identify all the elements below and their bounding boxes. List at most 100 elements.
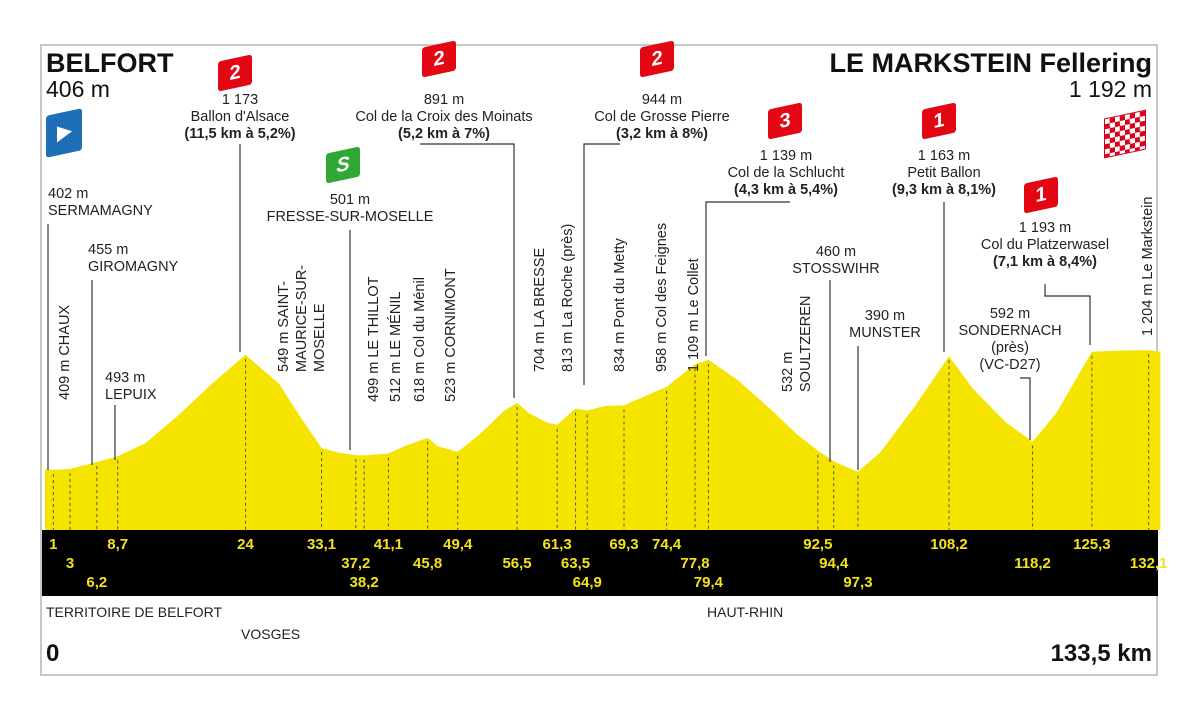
km-marker: 33,1 xyxy=(306,536,337,553)
climb-altitude: 1 163 m xyxy=(917,148,971,164)
climb-label: 1 193 m Col du Platzerwasel (7,1 km à 8,4%… xyxy=(981,220,1109,271)
climb-label: 1 163 m Petit Ballon (9,3 km à 8,1%) xyxy=(892,148,996,199)
km-marker: 74,4 xyxy=(652,536,682,553)
vertical-place-label: 512 m LE MÉNIL xyxy=(388,291,404,402)
climb-altitude: 1 173 xyxy=(221,92,259,108)
department-label: VOSGES xyxy=(241,626,301,642)
leader-line xyxy=(705,201,790,356)
place-name: SONDERNACH xyxy=(958,323,1062,339)
vertical-place-label: 834 m Pont du Metty xyxy=(612,238,628,372)
climb-name: Petit Ballon xyxy=(907,165,981,181)
place-name: SERMAMAGNY xyxy=(48,203,153,219)
vertical-place-label: SOULTZEREN xyxy=(798,295,814,392)
place-label: 493 m LEPUIX xyxy=(105,370,157,404)
sprint-label: 501 m FRESSE-SUR-MOSELLE xyxy=(267,192,434,226)
vertical-place-label: 549 m SAINT- xyxy=(276,280,292,372)
leader-line xyxy=(420,143,515,398)
department-label: TERRITOIRE DE BELFORT xyxy=(46,604,223,620)
place-label: 455 m GIROMAGNY xyxy=(88,242,178,276)
km-marker: 118,2 xyxy=(1014,555,1051,572)
climb-detail: (11,5 km à 5,2%) xyxy=(184,126,296,142)
km-marker: 56,5 xyxy=(502,555,532,572)
km-marker: 94,4 xyxy=(819,555,849,572)
vertical-place-label: 704 m LA BRESSE xyxy=(532,247,548,372)
vertical-place-label: 523 m CORNIMONT xyxy=(443,268,459,402)
start-altitude: 406 m xyxy=(46,76,110,102)
start-flag-icon xyxy=(46,108,82,158)
km-marker: 3 xyxy=(65,555,75,572)
km-marker: 97,3 xyxy=(843,574,873,591)
place-altitude: 390 m xyxy=(864,308,906,324)
climb-altitude: 1 193 m xyxy=(1018,220,1072,236)
leader-line xyxy=(583,143,620,385)
km-marker: 45,8 xyxy=(413,555,443,572)
climb-altitude: 891 m xyxy=(423,92,465,108)
leader-line xyxy=(1020,377,1031,440)
sprint-name: FRESSE-SUR-MOSELLE xyxy=(266,209,434,225)
vertical-place-label: 499 m LE THILLOT xyxy=(366,276,382,402)
finish-altitude: 1 192 m xyxy=(1068,76,1152,102)
km-marker: 92,5 xyxy=(803,536,833,553)
climb-label: 891 m Col de la Croix des Moinats (5,2 km … xyxy=(355,92,532,143)
climb-name: Col de Grosse Pierre xyxy=(594,109,730,125)
climb-detail: (3,2 km à 8%) xyxy=(616,126,708,142)
climb-label: 1 173 Ballon d'Alsace (11,5 km à 5,2%) xyxy=(184,92,295,143)
place-note: (VC-D27) xyxy=(979,357,1041,373)
place-label: 390 m MUNSTER xyxy=(849,308,921,342)
finish-town: LE MARKSTEIN Fellering xyxy=(829,48,1152,78)
km-marker: 6,2 xyxy=(86,574,108,591)
km-marker: 1 xyxy=(49,536,58,553)
department-label: HAUT-RHIN xyxy=(707,604,784,620)
place-label: 460 m STOSSWIHR xyxy=(792,244,880,278)
km-marker: 63,5 xyxy=(560,555,591,572)
km-marker: 49,4 xyxy=(443,536,473,553)
km-marker: 125,3 xyxy=(1073,536,1111,553)
vertical-place-label: 532 m xyxy=(780,351,796,392)
place-altitude: 493 m xyxy=(105,370,146,386)
place-label: 402 m SERMAMAGNY xyxy=(48,186,153,220)
climb-name: Col de la Croix des Moinats xyxy=(355,109,533,125)
place-altitude: 402 m xyxy=(48,186,89,202)
climb-detail: (5,2 km à 7%) xyxy=(398,126,490,142)
climb-name: Col du Platzerwasel xyxy=(980,237,1110,253)
km-marker: 108,2 xyxy=(930,536,968,553)
distance-start: 0 xyxy=(46,640,60,667)
place-altitude: 460 m xyxy=(815,244,857,260)
km-marker: 37,2 xyxy=(341,555,371,572)
km-marker: 132,1 xyxy=(1129,555,1168,572)
place-name: STOSSWIHR xyxy=(792,261,880,277)
sprint-altitude: 501 m xyxy=(329,192,371,208)
vertical-place-label: 813 m La Roche (près) xyxy=(560,223,576,372)
leader-line xyxy=(1044,284,1091,345)
place-name: GIROMAGNY xyxy=(88,259,179,275)
place-name: LEPUIX xyxy=(105,387,157,403)
km-marker: 64,9 xyxy=(572,574,602,591)
climb-detail: (7,1 km à 8,4%) xyxy=(993,254,1097,270)
place-altitude: 592 m xyxy=(989,306,1031,322)
vertical-place-label: 618 m Col du Ménil xyxy=(412,277,428,402)
km-marker: 38,2 xyxy=(349,574,379,591)
climb-label: 944 m Col de Grosse Pierre (3,2 km à 8%) xyxy=(594,92,729,143)
km-marker: 8,7 xyxy=(107,536,129,553)
vertical-place-label: 1 109 m Le Collet xyxy=(686,258,702,372)
place-note: (près) xyxy=(991,340,1029,356)
vertical-place-label: MOSELLE xyxy=(312,303,328,373)
km-marker: 61,3 xyxy=(542,536,572,553)
vertical-place-label: 958 m Col des Feignes xyxy=(654,222,670,372)
km-marker: 69,3 xyxy=(609,536,639,553)
climb-detail: (4,3 km à 5,4%) xyxy=(734,182,838,198)
place-label: 592 m SONDERNACH (près) (VC-D27) xyxy=(958,306,1061,374)
climb-altitude: 1 139 m xyxy=(759,148,813,164)
climb-detail: (9,3 km à 8,1%) xyxy=(892,182,996,198)
km-marker: 24 xyxy=(237,536,254,553)
elevation-area xyxy=(45,350,1161,530)
start-town: BELFORT xyxy=(46,48,174,78)
vertical-place-label: 1 204 m Le Markstein xyxy=(1140,196,1156,336)
distance-end: 133,5 km xyxy=(1050,640,1152,667)
km-band xyxy=(42,530,1158,596)
place-name: MUNSTER xyxy=(849,325,921,341)
climb-name: Col de la Schlucht xyxy=(727,165,845,181)
km-marker: 77,8 xyxy=(680,555,710,572)
vertical-place-label: 409 m CHAUX xyxy=(57,304,73,400)
